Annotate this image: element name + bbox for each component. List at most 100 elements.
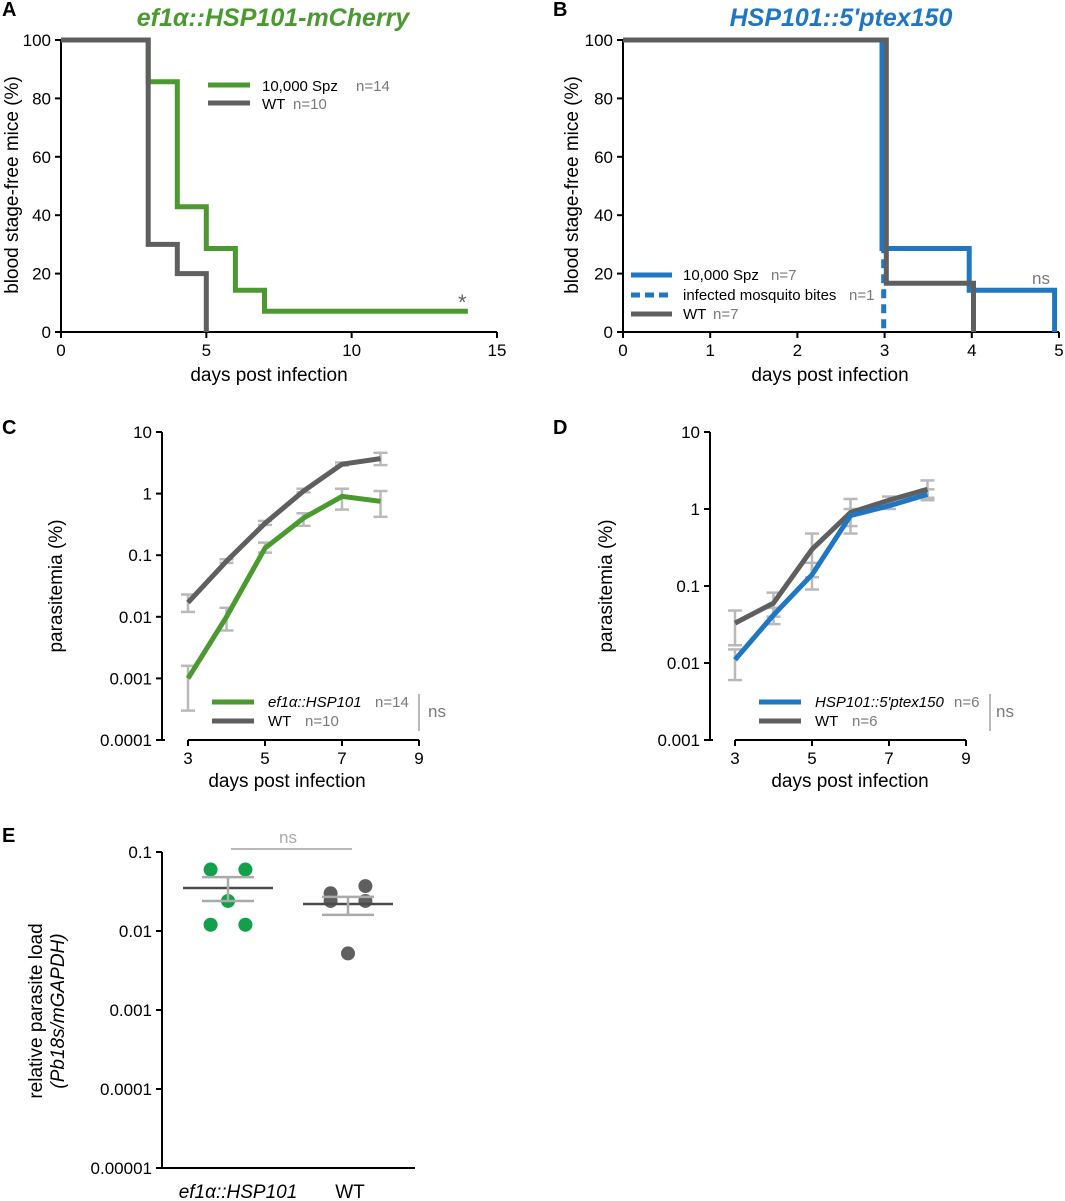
panel-c-legend: ef1α::HSP101 n=14 WT n=10 ns xyxy=(212,694,446,731)
panel-d-ticks: 0.001 0.01 0.1 1 10 3 5 7 9 xyxy=(657,423,970,768)
panel-b-ticks: 0 20 40 60 80 100 0 1 2 3 4 5 xyxy=(585,31,1064,360)
panel-a-series xyxy=(61,37,468,332)
legend-a-n-2: n=10 xyxy=(293,96,327,113)
panel-e-ytick-label-2: 0.001 xyxy=(109,1001,152,1020)
panel-d-xtick-label-2: 7 xyxy=(884,749,893,768)
panel-d-xtick-label-1: 5 xyxy=(807,749,816,768)
panel-d-xlabel: days post infection xyxy=(771,771,928,792)
panel-e-axes xyxy=(161,852,415,1169)
panel-a-xtick-label-1: 5 xyxy=(202,341,211,360)
panel-c-ytick-label-3: 0.1 xyxy=(128,546,152,565)
panel-b-xlabel: days post infection xyxy=(751,365,908,386)
panel-a-star: * xyxy=(458,290,467,315)
panel-e-group-0-point-0 xyxy=(203,862,218,877)
panel-b-ytick-label-3: 60 xyxy=(594,148,613,167)
panel-d-xtick-label-0: 3 xyxy=(730,749,739,768)
panel-e-group-0-point-1 xyxy=(238,862,253,877)
legend-a-label-1: 10,000 Spz xyxy=(262,78,338,95)
panel-c-series-0-line xyxy=(185,493,381,680)
panel-c-ytick-label-0: 0.0001 xyxy=(100,731,152,750)
panel-d-series-1-line xyxy=(733,486,929,626)
legend-d-ns: ns xyxy=(996,702,1014,721)
panel-e-ytick-label-0: 0.00001 xyxy=(91,1159,152,1178)
legend-c-label-1: ef1α::HSP101 xyxy=(268,694,362,711)
panel-a-ytick-label-1: 20 xyxy=(32,265,51,284)
panel-a-ylabel: blood stage-free mice (%) xyxy=(2,76,23,294)
panel-e-label: E xyxy=(2,825,15,847)
legend-d-label-1: HSP101::5'ptex150 xyxy=(815,694,944,711)
panel-a-axes xyxy=(60,40,497,333)
panel-e-category-2: WT xyxy=(335,1182,365,1201)
legend-b-label-2: infected mosquito bites xyxy=(683,287,836,304)
panel-c-label: C xyxy=(2,417,16,439)
panel-b-legend: 10,000 Spz n=7 infected mosquito bites n… xyxy=(631,267,874,323)
panel-c-ytick-label-4: 1 xyxy=(143,485,152,504)
panel-d-legend: HSP101::5'ptex150 n=6 WT n=6 ns xyxy=(759,694,1014,731)
panel-b-label: B xyxy=(553,0,567,21)
panel-b-axes xyxy=(622,40,1059,333)
panel-d-ylabel: parasitemia (%) xyxy=(596,519,617,652)
panel-b-xtick-label-0: 0 xyxy=(618,341,627,360)
legend-b-label-3: WT xyxy=(683,306,706,323)
panel-d-ytick-label-3: 1 xyxy=(691,500,700,519)
panel-e-ylabel-2: (Pb18s/mGAPDH) xyxy=(48,933,69,1088)
panel-b-ytick-label-5: 100 xyxy=(585,31,613,50)
panel-e-ns: ns xyxy=(279,828,297,847)
panel-a-title: ef1α::HSP101-mCherry xyxy=(137,4,411,32)
panel-c-xtick-label-3: 9 xyxy=(414,749,423,768)
panel-a-legend: 10,000 Spz n=14 WT n=10 xyxy=(208,78,390,113)
panel-a-xtick-label-3: 15 xyxy=(488,341,507,360)
legend-c-n-2: n=10 xyxy=(305,713,339,730)
panel-c-series-1-line xyxy=(186,456,381,605)
panel-d-label: D xyxy=(553,417,567,439)
panel-b-xtick-label-3: 3 xyxy=(880,341,889,360)
panel-c: C 0.0001 0.001 0.01 0.1 1 10 3 5 7 9 days post in… xyxy=(2,417,446,792)
panel-e-ytick-label-4: 0.1 xyxy=(128,843,152,862)
panel-e-category-1: ef1α::HSP101 xyxy=(179,1182,298,1201)
panel-e-group-0-point-4 xyxy=(238,917,253,932)
panel-a-series-1-line xyxy=(61,37,209,332)
legend-d-n-1: n=6 xyxy=(954,694,979,711)
panel-a-ticks: 0 20 40 60 80 100 0 5 10 15 xyxy=(23,31,507,360)
panel-c-xlabel: days post infection xyxy=(208,771,365,792)
panel-c-xtick-label-2: 7 xyxy=(337,749,346,768)
panel-b-ylabel: blood stage-free mice (%) xyxy=(562,76,583,294)
legend-b-n-1: n=7 xyxy=(771,267,796,284)
legend-a-label-2: WT xyxy=(262,96,285,113)
panel-a-ytick-label-2: 40 xyxy=(32,206,51,225)
panel-c-series xyxy=(181,451,388,712)
panel-a-ytick-label-3: 60 xyxy=(32,148,51,167)
panel-d: D 0.001 0.01 0.1 1 10 3 5 7 9 days post infectio… xyxy=(553,417,1014,792)
panel-e-ytick-label-3: 0.01 xyxy=(119,922,152,941)
legend-c-label-2: WT xyxy=(268,713,291,730)
panel-c-ytick-label-1: 0.001 xyxy=(109,669,152,688)
panel-d-ytick-label-2: 0.1 xyxy=(676,577,700,596)
legend-a-n-1: n=14 xyxy=(356,78,390,95)
panel-b-xtick-label-5: 5 xyxy=(1054,341,1063,360)
legend-b-label-1: 10,000 Spz xyxy=(683,267,759,284)
panel-b-ytick-label-4: 80 xyxy=(594,89,613,108)
panel-b-ytick-label-0: 0 xyxy=(604,323,613,342)
panel-d-ytick-label-0: 0.001 xyxy=(657,731,700,750)
panel-d-ytick-label-4: 10 xyxy=(681,423,700,442)
legend-d-label-2: WT xyxy=(815,713,838,730)
panel-c-ylabel: parasitemia (%) xyxy=(46,519,67,652)
panel-c-axes xyxy=(161,432,419,741)
legend-b-n-3: n=7 xyxy=(713,306,738,323)
legend-d-n-2: n=6 xyxy=(852,713,877,730)
panel-b-title: HSP101::5'ptex150 xyxy=(730,4,953,32)
panel-e-group-0-point-3 xyxy=(203,917,218,932)
panel-b-series-2-line xyxy=(623,37,976,332)
legend-b-n-2: n=1 xyxy=(849,287,874,304)
panel-b-series xyxy=(623,37,1058,332)
panel-b-ns: ns xyxy=(1032,269,1050,288)
panel-c-xtick-label-1: 5 xyxy=(260,749,269,768)
panel-c-ytick-label-5: 10 xyxy=(133,423,152,442)
panel-a-label: A xyxy=(2,0,16,21)
panel-e-points xyxy=(183,862,393,961)
panel-a-xtick-label-0: 0 xyxy=(56,341,65,360)
panel-c-ticks: 0.0001 0.001 0.01 0.1 1 10 3 5 7 9 xyxy=(100,423,424,768)
panel-b-xtick-label-1: 1 xyxy=(705,341,714,360)
